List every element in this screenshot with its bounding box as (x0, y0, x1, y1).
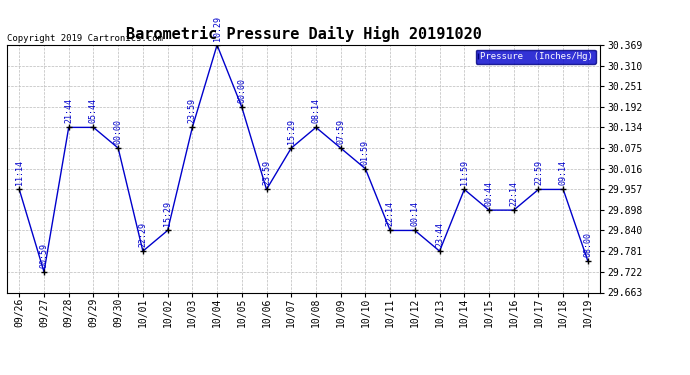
Title: Barometric Pressure Daily High 20191020: Barometric Pressure Daily High 20191020 (126, 27, 482, 42)
Text: 08:14: 08:14 (311, 98, 320, 123)
Text: 00:00: 00:00 (237, 78, 246, 103)
Text: 11:59: 11:59 (460, 160, 469, 185)
Text: 08:00: 08:00 (584, 232, 593, 257)
Text: 07:59: 07:59 (336, 119, 345, 144)
Text: 01:59: 01:59 (361, 140, 370, 165)
Text: 15:29: 15:29 (163, 201, 172, 226)
Text: 15:29: 15:29 (287, 119, 296, 144)
Text: Copyright 2019 Cartronics.com: Copyright 2019 Cartronics.com (7, 34, 163, 43)
Text: 21:44: 21:44 (64, 98, 73, 123)
Text: 00:44: 00:44 (484, 181, 493, 206)
Text: 23:59: 23:59 (188, 98, 197, 123)
Text: 00:59: 00:59 (39, 243, 48, 268)
Text: 22:59: 22:59 (534, 160, 543, 185)
Text: 00:00: 00:00 (114, 119, 123, 144)
Text: 05:44: 05:44 (89, 98, 98, 123)
Text: 22:14: 22:14 (386, 201, 395, 226)
Text: 11:14: 11:14 (14, 160, 23, 185)
Text: 10:29: 10:29 (213, 16, 221, 41)
Text: 22:14: 22:14 (509, 181, 518, 206)
Text: 22:29: 22:29 (139, 222, 148, 247)
Legend: Pressure  (Inches/Hg): Pressure (Inches/Hg) (475, 50, 595, 64)
Text: 23:44: 23:44 (435, 222, 444, 247)
Text: 00:14: 00:14 (411, 201, 420, 226)
Text: 09:14: 09:14 (559, 160, 568, 185)
Text: 23:59: 23:59 (262, 160, 271, 185)
